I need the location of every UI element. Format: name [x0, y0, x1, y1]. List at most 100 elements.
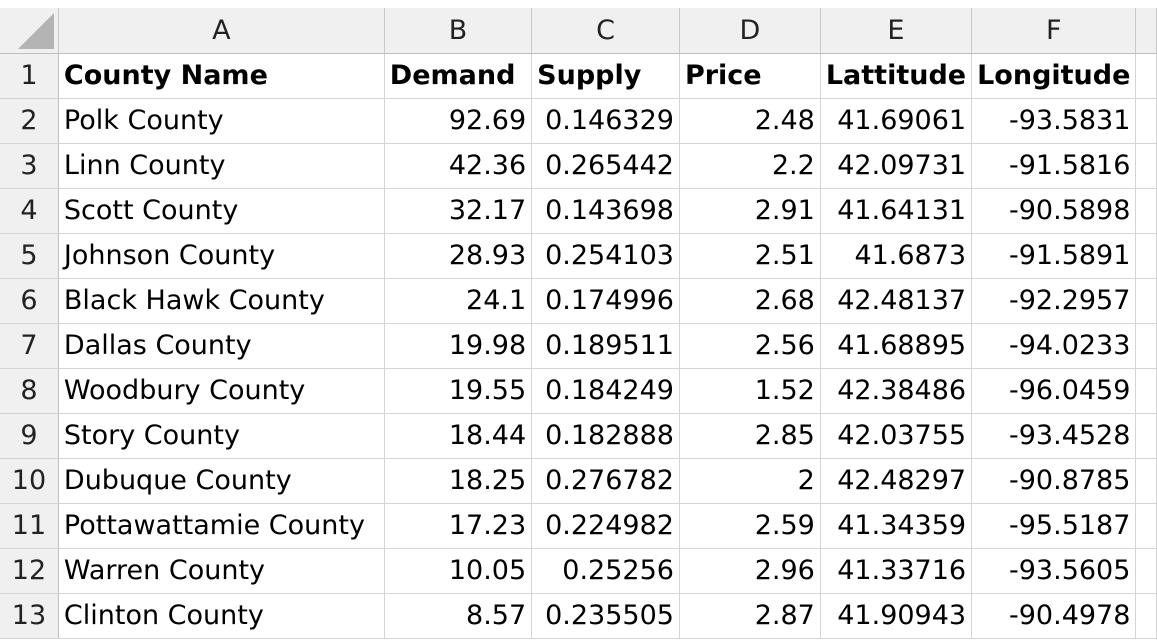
cell-supply-header[interactable]: Supply [531, 53, 680, 99]
row-header[interactable]: 9 [0, 413, 59, 459]
column-header-e[interactable]: E [820, 8, 973, 54]
cell-supply[interactable]: 0.143698 [531, 188, 680, 234]
cell-price[interactable]: 2.85 [679, 413, 821, 459]
cell-price-header[interactable]: Price [679, 53, 821, 99]
cell-demand[interactable]: 32.17 [384, 188, 533, 234]
cell-county-name[interactable]: Scott County [58, 188, 385, 234]
cell-price[interactable]: 2.96 [679, 548, 821, 594]
cell-lattitude[interactable]: 42.03755 [820, 413, 973, 459]
cell-demand[interactable]: 18.25 [384, 458, 533, 504]
cell-demand[interactable]: 24.1 [384, 278, 533, 324]
cell-longitude[interactable]: -93.4528 [971, 413, 1137, 459]
cell-demand-header[interactable]: Demand [384, 53, 533, 99]
cell-lattitude[interactable]: 41.90943 [820, 593, 973, 639]
cell-county-name[interactable]: Polk County [58, 98, 385, 144]
cell-supply[interactable]: 0.174996 [531, 278, 680, 324]
cell-longitude[interactable]: -90.8785 [971, 458, 1137, 504]
cell-longitude[interactable]: -94.0233 [971, 323, 1137, 369]
cell-empty[interactable] [1135, 413, 1157, 459]
cell-lattitude[interactable]: 41.33716 [820, 548, 973, 594]
cell-price[interactable]: 2.68 [679, 278, 821, 324]
cell-demand[interactable]: 19.98 [384, 323, 533, 369]
row-header[interactable]: 1 [0, 53, 59, 99]
column-header-c[interactable]: C [531, 8, 680, 54]
cell-lattitude[interactable]: 42.48137 [820, 278, 973, 324]
row-header[interactable]: 12 [0, 548, 59, 594]
cell-demand[interactable]: 18.44 [384, 413, 533, 459]
cell-longitude[interactable]: -90.4978 [971, 593, 1137, 639]
cell-empty[interactable] [1135, 458, 1157, 504]
row-header[interactable]: 2 [0, 98, 59, 144]
cell-lattitude[interactable]: 41.64131 [820, 188, 973, 234]
cell-empty[interactable] [1135, 593, 1157, 639]
column-header-g[interactable] [1135, 8, 1157, 54]
cell-supply[interactable]: 0.235505 [531, 593, 680, 639]
cell-supply[interactable]: 0.276782 [531, 458, 680, 504]
cell-demand[interactable]: 8.57 [384, 593, 533, 639]
row-header[interactable]: 5 [0, 233, 59, 279]
cell-empty[interactable] [1135, 548, 1157, 594]
cell-county-name[interactable]: Dallas County [58, 323, 385, 369]
cell-demand[interactable]: 17.23 [384, 503, 533, 549]
cell-price[interactable]: 2 [679, 458, 821, 504]
cell-longitude[interactable]: -91.5816 [971, 143, 1137, 189]
column-header-b[interactable]: B [384, 8, 533, 54]
cell-demand[interactable]: 10.05 [384, 548, 533, 594]
cell-supply[interactable]: 0.25256 [531, 548, 680, 594]
column-header-f[interactable]: F [971, 8, 1137, 54]
cell-lattitude[interactable]: 42.48297 [820, 458, 973, 504]
cell-empty[interactable] [1135, 188, 1157, 234]
select-all-corner[interactable] [0, 8, 59, 54]
cell-price[interactable]: 2.48 [679, 98, 821, 144]
cell-empty[interactable] [1135, 98, 1157, 144]
cell-price[interactable]: 2.59 [679, 503, 821, 549]
column-header-d[interactable]: D [679, 8, 821, 54]
cell-empty[interactable] [1135, 323, 1157, 369]
cell-demand[interactable]: 92.69 [384, 98, 533, 144]
cell-county-name[interactable]: Woodbury County [58, 368, 385, 414]
cell-county-name[interactable]: Linn County [58, 143, 385, 189]
cell-longitude[interactable]: -95.5187 [971, 503, 1137, 549]
cell-lattitude[interactable]: 41.34359 [820, 503, 973, 549]
row-header[interactable]: 8 [0, 368, 59, 414]
cell-lattitude[interactable]: 42.09731 [820, 143, 973, 189]
cell-lattitude-header[interactable]: Lattitude [820, 53, 973, 99]
row-header[interactable]: 13 [0, 593, 59, 639]
cell-longitude-header[interactable]: Longitude [971, 53, 1137, 99]
cell-empty[interactable] [1135, 143, 1157, 189]
cell-county-name[interactable]: Story County [58, 413, 385, 459]
cell-demand[interactable]: 28.93 [384, 233, 533, 279]
cell-supply[interactable]: 0.189511 [531, 323, 680, 369]
cell-empty[interactable] [1135, 233, 1157, 279]
cell-price[interactable]: 2.56 [679, 323, 821, 369]
cell-lattitude[interactable]: 42.38486 [820, 368, 973, 414]
cell-supply[interactable]: 0.265442 [531, 143, 680, 189]
row-header[interactable]: 7 [0, 323, 59, 369]
row-header[interactable]: 4 [0, 188, 59, 234]
cell-county-name[interactable]: Pottawattamie County [58, 503, 385, 549]
cell-longitude[interactable]: -92.2957 [971, 278, 1137, 324]
cell-price[interactable]: 2.87 [679, 593, 821, 639]
cell-supply[interactable]: 0.182888 [531, 413, 680, 459]
cell-supply[interactable]: 0.224982 [531, 503, 680, 549]
cell-price[interactable]: 2.51 [679, 233, 821, 279]
cell-empty[interactable] [1135, 503, 1157, 549]
row-header[interactable]: 10 [0, 458, 59, 504]
cell-demand[interactable]: 42.36 [384, 143, 533, 189]
cell-supply[interactable]: 0.254103 [531, 233, 680, 279]
cell-supply[interactable]: 0.184249 [531, 368, 680, 414]
cell-price[interactable]: 1.52 [679, 368, 821, 414]
cell-empty[interactable] [1135, 368, 1157, 414]
cell-lattitude[interactable]: 41.69061 [820, 98, 973, 144]
row-header[interactable]: 6 [0, 278, 59, 324]
cell-price[interactable]: 2.2 [679, 143, 821, 189]
cell-longitude[interactable]: -93.5831 [971, 98, 1137, 144]
cell-county-name[interactable]: Johnson County [58, 233, 385, 279]
cell-county-name[interactable]: Dubuque County [58, 458, 385, 504]
cell-county-name[interactable]: Black Hawk County [58, 278, 385, 324]
cell-longitude[interactable]: -90.5898 [971, 188, 1137, 234]
cell-demand[interactable]: 19.55 [384, 368, 533, 414]
cell-longitude[interactable]: -96.0459 [971, 368, 1137, 414]
cell-county-name[interactable]: Warren County [58, 548, 385, 594]
